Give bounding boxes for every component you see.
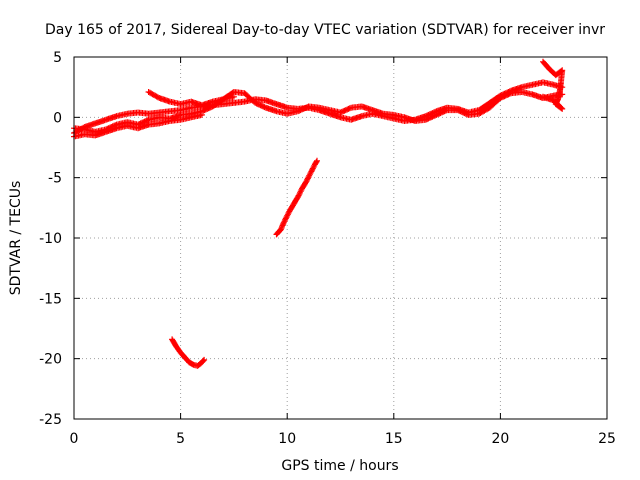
data-point-segment — [303, 171, 313, 185]
data-point-segment — [156, 118, 172, 127]
data-point-segment — [307, 162, 318, 176]
data-point-segment — [286, 202, 296, 215]
series-track-d — [145, 89, 237, 109]
data-point-segment — [145, 89, 161, 101]
chart-title: Day 165 of 2017, Sidereal Day-to-day VTE… — [45, 22, 605, 38]
x-tick-label: 25 — [598, 431, 616, 447]
data-point-segment — [220, 93, 237, 103]
data-point-segment — [311, 157, 320, 168]
data-point-segment — [337, 105, 353, 116]
data-point-segment — [190, 361, 200, 369]
y-tick-label: -5 — [48, 171, 62, 187]
data-point-segment — [156, 108, 172, 116]
series-track-e — [540, 58, 566, 112]
y-tick-label: -20 — [39, 352, 62, 368]
y-tick-label: 5 — [53, 50, 62, 66]
data-point-segment — [299, 179, 309, 192]
data-point-segment — [241, 90, 257, 105]
series-track-b — [71, 89, 566, 135]
x-tick-label: 15 — [385, 431, 403, 447]
data-point-segment — [540, 93, 557, 104]
x-tick-label: 0 — [70, 431, 79, 447]
data-point-segment — [273, 227, 283, 238]
data-point-segment — [476, 105, 492, 117]
y-tick-label: 0 — [53, 110, 62, 126]
series-track-f — [273, 157, 320, 238]
data-point-segment — [551, 98, 566, 112]
data-point-segment — [290, 195, 301, 208]
axis-ticks: 0 5 10 15 20 25 -25 -20 -15 -10 -5 0 5 — [39, 50, 616, 447]
series-track-g — [169, 336, 208, 369]
data-point-segment — [486, 96, 503, 111]
data-point-segment — [497, 90, 513, 101]
series-track-c — [71, 111, 205, 140]
data-point-segment — [540, 58, 552, 71]
data-point-segment — [282, 209, 292, 223]
data-point-segment — [194, 360, 204, 369]
data-points — [71, 58, 566, 369]
data-point-segment — [273, 101, 289, 111]
data-point-segment — [529, 79, 545, 88]
data-point-segment — [294, 186, 305, 200]
y-tick-label: -15 — [39, 291, 62, 307]
y-tick-label: -25 — [39, 412, 62, 428]
data-point-segment — [188, 111, 205, 121]
y-tick-label: -10 — [39, 231, 62, 247]
data-point-segment — [145, 109, 161, 117]
data-point-segment — [198, 356, 208, 366]
data-point-segment — [135, 117, 151, 128]
data-point-segment — [181, 354, 192, 365]
data-point-segment — [476, 100, 492, 114]
y-axis-label: SDTVAR / TECUs — [8, 181, 24, 296]
x-tick-label: 20 — [491, 431, 509, 447]
data-point-segment — [358, 103, 375, 113]
data-point-segment — [173, 343, 183, 355]
data-point-segment — [177, 349, 187, 360]
data-point-segment — [230, 98, 246, 106]
x-tick-label: 5 — [176, 431, 185, 447]
x-tick-label: 10 — [278, 431, 296, 447]
data-point-segment — [169, 336, 179, 349]
x-axis-label: GPS time / hours — [281, 458, 398, 474]
